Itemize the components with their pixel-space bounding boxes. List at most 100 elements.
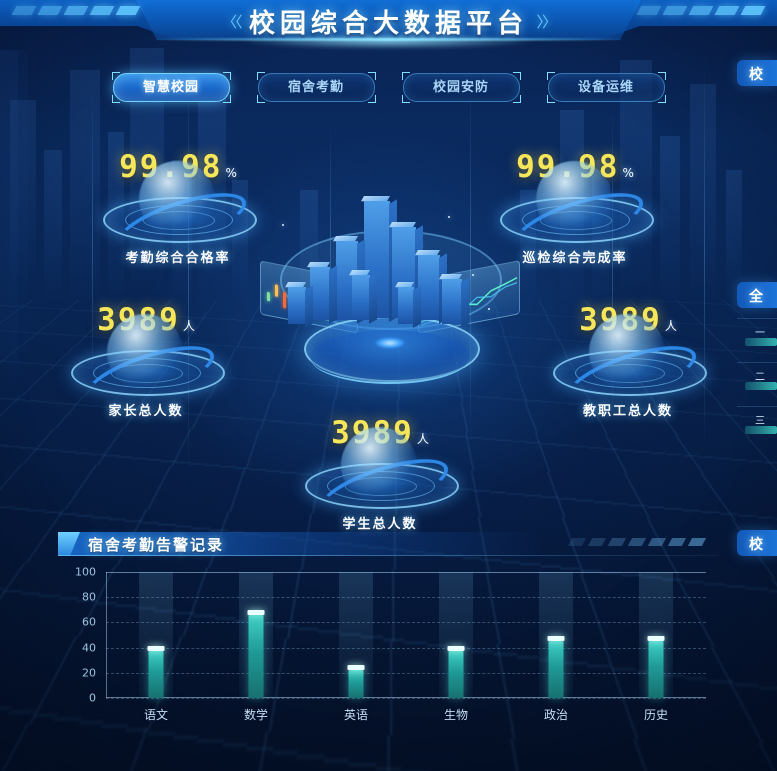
- tab-0[interactable]: 智慧校园: [111, 72, 231, 103]
- bar[interactable]: [347, 665, 365, 698]
- bar[interactable]: [247, 609, 265, 698]
- tab-label: 智慧校园: [142, 80, 199, 95]
- side-panel-ranking-header: 全: [737, 282, 777, 308]
- city-building: [306, 262, 337, 324]
- tab-3[interactable]: 设备运维: [546, 72, 666, 103]
- kpi-card-2: 3989人家长总人数: [56, 305, 236, 419]
- bar-fill: [148, 651, 164, 698]
- kpi-ring-visual: [553, 314, 707, 416]
- tab-corner-bracket: [256, 72, 265, 80]
- ranking-bar: [745, 382, 777, 390]
- y-tick-label: 100: [75, 565, 96, 579]
- gridline: [106, 698, 706, 699]
- kpi-label: 考勤综合合格率: [125, 251, 231, 266]
- chart-column[interactable]: [506, 572, 606, 698]
- x-tick-label: 数学: [243, 708, 268, 722]
- chart-column[interactable]: [206, 572, 306, 698]
- city-building: [284, 282, 313, 328]
- bar-fill: [348, 670, 364, 698]
- x-tick-label: 政治: [543, 708, 568, 722]
- side-panel-ranking[interactable]: 全 一二三: [737, 282, 777, 444]
- ranking-index: 二: [755, 372, 765, 383]
- ranking-row[interactable]: 二: [737, 362, 777, 400]
- chart-column[interactable]: [106, 572, 206, 698]
- kpi-sphere-glow: [589, 314, 665, 390]
- x-tick-label: 语文: [143, 708, 168, 722]
- bar-cap: [347, 665, 365, 671]
- city-building: [438, 274, 469, 328]
- x-tick-label: 生物: [443, 708, 468, 722]
- tab-corner-bracket: [546, 72, 555, 80]
- y-tick-label: 0: [89, 691, 96, 705]
- tab-corner-bracket: [657, 72, 666, 80]
- kpi-ring-visual: [103, 161, 257, 263]
- tab-corner-bracket: [367, 95, 376, 103]
- side-panel-bottom-title: 校: [749, 537, 763, 553]
- x-tick-label: 历史: [643, 708, 668, 722]
- bar[interactable]: [147, 646, 165, 698]
- tab-corner-bracket: [111, 95, 120, 103]
- bar-cap: [247, 609, 265, 615]
- bar-fill: [548, 641, 564, 698]
- tab-corner-bracket: [546, 95, 555, 103]
- kpi-unit: 人: [664, 319, 677, 333]
- kpi-unit: %: [225, 166, 237, 180]
- city-building: [394, 282, 421, 328]
- ranking-index: 一: [755, 328, 765, 339]
- kpi-sphere-glow: [139, 161, 215, 237]
- side-panel-bottom-header: 校: [737, 530, 777, 556]
- ranking-bar: [745, 426, 777, 434]
- tab-corner-bracket: [401, 72, 410, 80]
- ranking-bar: [745, 338, 777, 346]
- bar-cap: [547, 636, 565, 642]
- ranking-divider: [737, 362, 777, 363]
- bar-fill: [648, 641, 664, 698]
- kpi-card-3: 3989人教职工总人数: [538, 305, 718, 419]
- tab-corner-bracket: [401, 95, 410, 103]
- kpi-ring-visual: [71, 314, 225, 416]
- ranking-row[interactable]: 一: [737, 318, 777, 356]
- bar[interactable]: [447, 646, 465, 698]
- chart-column[interactable]: [406, 572, 506, 698]
- chart-column[interactable]: [306, 572, 406, 698]
- page-title: 校园综合大数据平台: [248, 9, 528, 39]
- city-building: [348, 270, 377, 324]
- alarm-record-panel: 宿舍考勤告警记录 0 20 40 60 80 100 语文 数学 英语 生物 政治 历史: [58, 528, 718, 746]
- tab-1[interactable]: 宿舍考勤: [256, 72, 376, 103]
- tab-2[interactable]: 校园安防: [401, 72, 521, 103]
- tab-label: 设备运维: [577, 80, 634, 95]
- kpi-sphere-glow: [341, 427, 417, 503]
- tab-corner-bracket: [256, 95, 265, 103]
- main-tab-bar[interactable]: 智慧校园 宿舍考勤 校园安防 设备运维: [0, 72, 777, 103]
- chart-bars: [106, 572, 706, 698]
- tab-corner-bracket: [512, 95, 521, 103]
- chevron-right-icon: 〉〉: [536, 14, 556, 31]
- side-panel-ranking-list: 一二三: [737, 318, 777, 444]
- chart-plot-area: [106, 572, 706, 699]
- x-tick-label: 英语: [343, 708, 368, 722]
- ranking-index: 三: [755, 416, 765, 427]
- chart-column[interactable]: [606, 572, 706, 698]
- tab-corner-bracket: [222, 72, 231, 80]
- bar-cap: [147, 646, 165, 652]
- side-panel-bottom[interactable]: 校: [737, 530, 777, 556]
- kpi-card-4: 3989人学生总人数: [290, 418, 470, 532]
- panel-header: 宿舍考勤告警记录: [58, 528, 718, 558]
- y-tick-label: 80: [82, 590, 96, 604]
- kpi-card-0: 99.98%考勤综合合格率: [88, 152, 268, 266]
- kpi-unit: 人: [416, 432, 429, 446]
- panel-title: 宿舍考勤告警记录: [88, 536, 225, 554]
- chart-x-axis-labels: 语文 数学 英语 生物 政治 历史: [106, 706, 706, 728]
- y-tick-label: 40: [82, 641, 96, 655]
- tab-corner-bracket: [222, 95, 231, 103]
- kpi-label: 教职工总人数: [582, 404, 673, 419]
- ranking-row[interactable]: 三: [737, 406, 777, 444]
- bar[interactable]: [547, 636, 565, 698]
- kpi-unit: %: [622, 166, 634, 180]
- kpi-label: 家长总人数: [108, 404, 184, 419]
- kpi-unit: 人: [182, 319, 195, 333]
- bar[interactable]: [647, 636, 665, 698]
- bar-cap: [447, 646, 465, 652]
- tab-corner-bracket: [111, 72, 120, 80]
- tab-corner-bracket: [367, 72, 376, 80]
